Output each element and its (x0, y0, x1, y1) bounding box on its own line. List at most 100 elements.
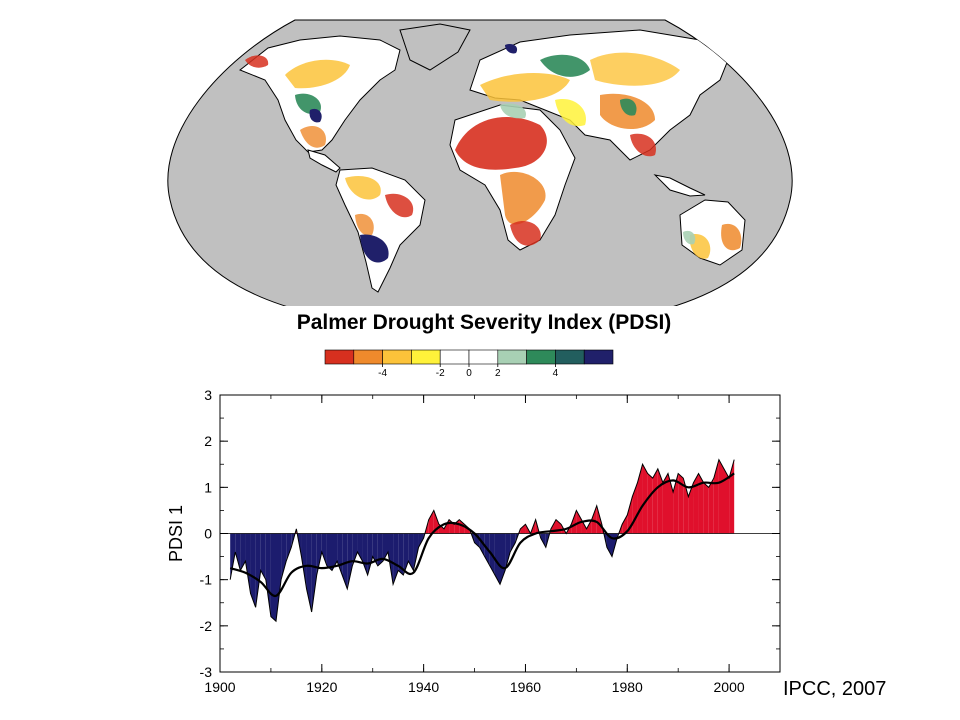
x-tick-label: 1900 (204, 679, 235, 695)
positive-area (295, 459, 735, 534)
x-tick-label: 1940 (408, 679, 439, 695)
world-pdsi-map (167, 19, 793, 331)
y-tick-label: -1 (200, 572, 213, 588)
y-tick-label: 0 (204, 526, 212, 542)
y-tick-label: -3 (200, 664, 213, 680)
negative-area-segment (510, 533, 516, 552)
colorbar-label: 0 (466, 368, 472, 379)
colorbar-swatch (411, 349, 441, 365)
colorbar-swatch (497, 349, 527, 365)
negative-area-segment (260, 533, 266, 580)
positive-area-segment (657, 468, 663, 534)
negative-area-segment (408, 533, 414, 571)
positive-area-segment (581, 519, 587, 534)
colorbar-label: -4 (378, 368, 387, 379)
colorbar-swatch (583, 349, 614, 365)
x-tick-label: 1960 (510, 679, 541, 695)
negative-area-segment (321, 533, 327, 566)
positive-area-segment (724, 468, 730, 534)
negative-area-segment (377, 533, 383, 566)
y-tick-label: 2 (204, 433, 212, 449)
negative-area-segment (352, 533, 358, 566)
colorbar-swatch (353, 349, 383, 365)
map-title: Palmer Drought Severity Index (PDSI) (296, 311, 672, 334)
positive-area-segment (622, 515, 628, 534)
negative-area-segment (494, 533, 500, 585)
positive-area-segment (642, 464, 648, 534)
annual-pdsi-line (229, 458, 735, 623)
positive-area-segment (647, 473, 653, 534)
negative-area-segment (255, 533, 261, 608)
positive-area-segment (571, 510, 577, 534)
negative-area-segment (393, 533, 399, 585)
pdsi-timeseries-chart: -3 -2 -1 0 1 2 3 1900 1920 1940 1960 1980 2000 PDSI 1 (166, 387, 781, 695)
negative-area-segment (270, 533, 276, 622)
negative-area-segment (413, 533, 419, 571)
smoothed-pdsi-line (229, 472, 735, 597)
colorbar-swatch (468, 349, 499, 365)
positive-area-segment (698, 473, 704, 534)
positive-area-segment (586, 519, 592, 534)
colorbar-label: 4 (553, 368, 559, 379)
negative-area-segment (603, 533, 607, 548)
positive-area-segment (662, 473, 668, 534)
positive-area-segment (683, 478, 689, 534)
colorbar-label: 2 (495, 368, 501, 379)
negative-area-segment (505, 533, 511, 571)
positive-area-segment (703, 482, 709, 534)
central-america (307, 149, 341, 173)
negative-area-segment (326, 533, 332, 571)
colorbar-swatch (382, 349, 412, 365)
negative-area-segment (606, 533, 612, 557)
negative-area-segment (265, 533, 271, 617)
negative-area-segment (245, 533, 251, 594)
greenland (399, 23, 471, 71)
negative-area-segment (281, 533, 287, 580)
map-wet-patches (295, 43, 696, 263)
y-axis-label: PDSI 1 (166, 505, 186, 562)
colorbar-swatch (555, 349, 585, 365)
negative-area-segment (388, 533, 394, 585)
positive-area-segment (729, 459, 735, 534)
x-tick-label: 2000 (714, 679, 745, 695)
positive-area-segment (688, 482, 694, 534)
negative-area-segment (316, 533, 322, 576)
y-tick-label: 1 (204, 479, 212, 495)
positive-area-segment (566, 524, 572, 534)
source-credit: IPCC, 2007 (783, 678, 887, 700)
negative-area-segment (332, 533, 338, 571)
negative-area-segment (367, 533, 373, 576)
indonesia (653, 174, 706, 197)
x-tick-label: 1920 (306, 679, 337, 695)
negative-area-segment (500, 533, 506, 585)
negative-area-segment (342, 533, 348, 589)
pdsi-colorbar: -4 -2 0 2 4 (324, 349, 614, 379)
negative-area-segment (240, 533, 246, 571)
negative-area-segment (250, 533, 256, 608)
positive-area-segment (591, 505, 597, 534)
negative-area-segment (311, 533, 317, 612)
positive-area-segment (518, 528, 521, 534)
positive-area-segment (652, 468, 658, 534)
colorbar-label: -2 (436, 368, 445, 379)
negative-area-segment (276, 533, 282, 622)
y-tick-label: -2 (200, 618, 213, 634)
negative-area-segment (382, 533, 388, 562)
north-america (239, 35, 401, 153)
colorbar-swatch (526, 349, 556, 365)
positive-area-segment (693, 473, 699, 534)
map-title-box: Palmer Drought Severity Index (PDSI) (260, 306, 708, 340)
positive-area-segment (428, 510, 434, 534)
positive-area-segment (708, 478, 714, 534)
colorbar-swatch (324, 349, 355, 365)
negative-area-segment (357, 533, 363, 562)
positive-area-segment (618, 524, 623, 534)
x-tick-label: 1980 (612, 679, 643, 695)
negative-area-segment (398, 533, 404, 576)
positive-area-segment (561, 524, 567, 534)
positive-area-segment (713, 459, 719, 534)
negative-area-segment (540, 533, 546, 548)
positive-area-segment (678, 473, 684, 534)
negative-area-segment (372, 533, 378, 566)
negative-area-segment (418, 533, 424, 548)
